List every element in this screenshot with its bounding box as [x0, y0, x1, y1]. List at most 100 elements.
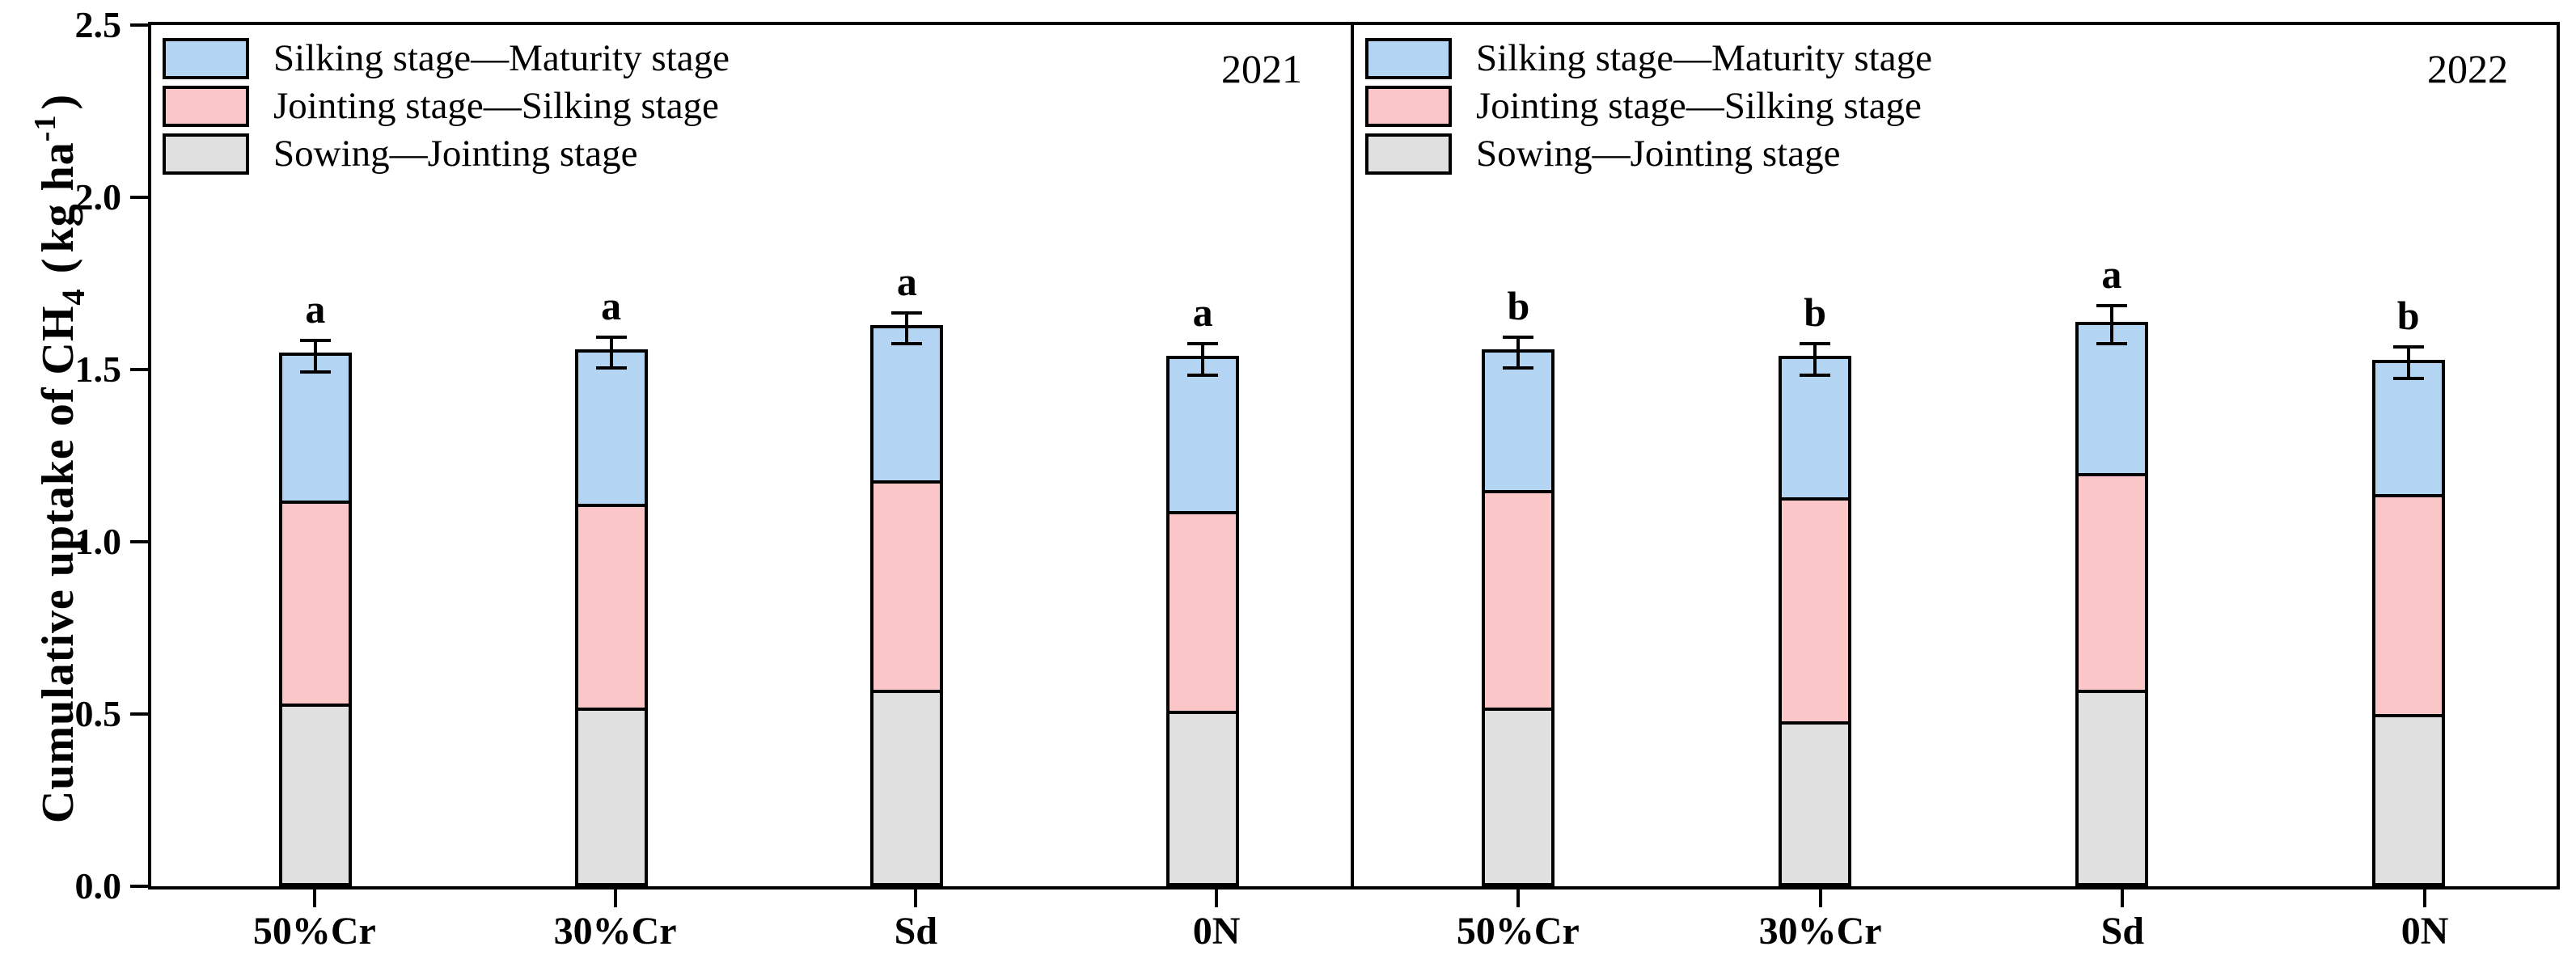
error-bar-line — [2109, 304, 2113, 346]
significance-letter: a — [896, 258, 917, 304]
y-tick-label: 1.0 — [74, 521, 122, 562]
error-bar-cap-top — [2096, 304, 2127, 308]
bar-segment-jointing-silking — [1170, 510, 1237, 711]
significance-letter: a — [2101, 251, 2122, 298]
error-bar-cap-bottom — [595, 366, 627, 370]
x-tick-mark — [914, 890, 918, 907]
x-tick-mark — [1818, 890, 1822, 907]
x-slot-30%Cr: 30%Cr — [1669, 890, 1972, 953]
legend-swatch-gray — [1365, 133, 1452, 175]
y-axis-tick-labels: 0.0 0.5 1.0 1.5 2.0 2.5 — [0, 6, 122, 905]
legend-swatch-gray — [163, 133, 249, 175]
error-bar-line — [1516, 335, 1521, 370]
bar-stack-50%Cr: b — [1482, 285, 1555, 886]
y-tick-mark — [130, 540, 148, 543]
legend-item-silking-maturity: Silking stage—Maturity stage — [163, 38, 730, 79]
bar-segment-jointing-silking — [577, 504, 645, 708]
legend-label: Jointing stage—Silking stage — [273, 85, 719, 127]
significance-letter: a — [305, 285, 326, 332]
bar-segment-sowing-jointing — [281, 704, 349, 883]
y-tick-label: 0.5 — [74, 693, 122, 734]
error-bar-cap-top — [1187, 342, 1219, 346]
bar-segment-jointing-silking — [1782, 497, 1849, 721]
error-bar-cap-bottom — [2096, 342, 2127, 346]
legend-item-jointing-silking: Jointing stage—Silking stage — [163, 86, 730, 127]
year-label-2021: 2021 — [1221, 46, 1302, 91]
significance-letter: b — [1804, 289, 1827, 336]
bar-stack-30%Cr: b — [1779, 292, 1852, 886]
x-slot-Sd: Sd — [766, 890, 1067, 953]
bar-segment-silking-maturity — [1782, 359, 1849, 497]
bar-stack-30%Cr: a — [574, 285, 648, 886]
error-bar-cap-bottom — [1187, 373, 1219, 377]
legend-label: Silking stage—Maturity stage — [273, 37, 730, 79]
legend-item-sowing-jointing: Sowing—Jointing stage — [1365, 133, 1932, 175]
error-bar-line — [905, 311, 909, 346]
bar-segment-silking-maturity — [281, 356, 349, 501]
significance-letter: b — [1507, 282, 1530, 328]
error-bar-cap-bottom — [1800, 373, 1831, 377]
error-bar — [299, 338, 331, 374]
y-tick-mark — [130, 23, 148, 27]
legend-swatch-pink — [163, 86, 249, 127]
bar-slot-Sd: a — [1964, 254, 2261, 886]
error-bar-cap-bottom — [299, 370, 331, 374]
legend-label: Silking stage—Maturity stage — [1476, 37, 1932, 79]
x-tick-mark — [1516, 890, 1520, 907]
x-tick-label: 30%Cr — [553, 910, 677, 953]
error-bar-cap-top — [2392, 345, 2424, 349]
bar-segment-jointing-silking — [1485, 490, 1552, 708]
error-bar — [2096, 304, 2127, 346]
error-bar-cap-top — [299, 338, 331, 342]
error-bar — [1800, 342, 1831, 377]
error-bar-line — [2406, 345, 2410, 381]
bar-stack-Sd: a — [2075, 254, 2148, 886]
x-slot-Sd: Sd — [1972, 890, 2274, 953]
x-axis-labels-2021: 50%Cr 30%Cr Sd 0N — [148, 890, 1367, 953]
y-axis-tick-marks — [130, 23, 148, 888]
legend-swatch-pink — [1365, 86, 1452, 127]
bar-slot-30%Cr: b — [1667, 292, 1964, 886]
legend-item-jointing-silking: Jointing stage—Silking stage — [1365, 86, 1932, 127]
bar-stack-Sd: a — [870, 261, 944, 886]
y-tick-label: 2.5 — [74, 4, 122, 45]
bar-segment-sowing-jointing — [1170, 711, 1237, 883]
x-tick-mark — [2423, 890, 2427, 907]
bar-segment-silking-maturity — [1485, 352, 1552, 491]
legend-swatch-blue — [163, 38, 249, 79]
error-bar — [1503, 335, 1534, 370]
x-slot-0N: 0N — [1066, 890, 1367, 953]
error-bar-cap-top — [891, 311, 923, 315]
y-tick-label: 0.0 — [74, 865, 122, 906]
bar-segment-silking-maturity — [2375, 362, 2442, 494]
panel-2022: b b a b Silking stage—Maturity stage Jointi… — [1354, 25, 2557, 886]
bar-slot-50%Cr: a — [167, 289, 463, 886]
bar-slot-50%Cr: b — [1370, 285, 1667, 886]
bar-segment-jointing-silking — [2078, 473, 2145, 691]
legend-label: Sowing—Jointing stage — [273, 133, 638, 175]
error-bar-cap-top — [1503, 335, 1534, 339]
legend-swatch-blue — [1365, 38, 1452, 79]
x-tick-mark — [2121, 890, 2125, 907]
error-bar-line — [313, 338, 317, 374]
error-bar-line — [1813, 342, 1817, 377]
error-bar — [891, 311, 923, 346]
error-bar-line — [1201, 342, 1205, 377]
bar-segment-silking-maturity — [873, 328, 941, 480]
y-tick-mark — [130, 368, 148, 371]
bar-slot-30%Cr: a — [463, 285, 759, 886]
x-axis-labels-2022: 50%Cr 30%Cr Sd 0N — [1351, 890, 2576, 953]
x-tick-label: Sd — [2100, 910, 2145, 953]
x-slot-30%Cr: 30%Cr — [465, 890, 766, 953]
panel-divider-line — [1351, 25, 1354, 886]
bar-segment-sowing-jointing — [873, 690, 941, 883]
y-tick-mark — [130, 196, 148, 199]
y-tick-mark — [130, 712, 148, 716]
x-slot-50%Cr: 50%Cr — [1367, 890, 1669, 953]
error-bar — [2392, 345, 2424, 381]
bar-slot-Sd: a — [759, 261, 1055, 886]
